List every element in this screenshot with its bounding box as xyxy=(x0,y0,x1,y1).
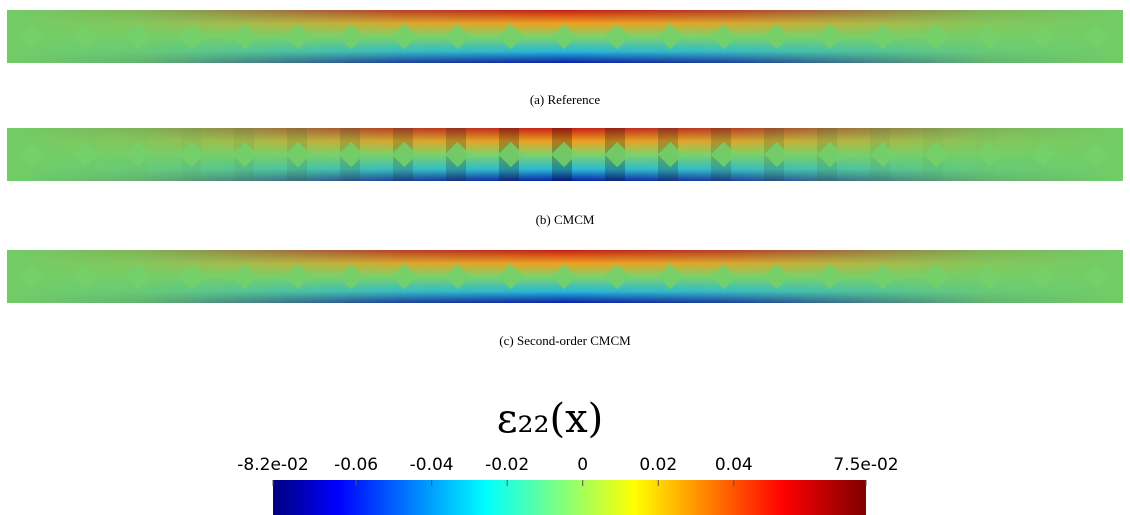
inclusion xyxy=(444,141,471,168)
inclusion xyxy=(870,23,896,50)
panel-caption: (a) Reference xyxy=(530,92,601,107)
inclusion xyxy=(19,263,45,290)
field-plot xyxy=(7,10,1123,63)
inclusion xyxy=(604,141,630,168)
colorbar-tick-label: -8.2e-02 xyxy=(237,455,308,475)
inclusion xyxy=(604,263,630,290)
colorbar-tick-label: 0.04 xyxy=(715,455,753,475)
inclusion xyxy=(125,263,152,290)
inclusion xyxy=(551,263,577,290)
inclusion xyxy=(657,23,684,50)
colorbar-tick-label: -0.02 xyxy=(485,455,529,475)
inclusion xyxy=(72,263,98,290)
inclusion xyxy=(976,141,1003,168)
inclusion xyxy=(19,23,45,50)
inclusion xyxy=(710,141,737,168)
panel-caption: (b) CMCM xyxy=(536,212,595,227)
colorbar xyxy=(273,480,866,515)
colorbar-tick-label: -0.04 xyxy=(410,455,454,475)
inclusion xyxy=(817,141,843,168)
inclusion xyxy=(976,263,1003,290)
colorbar-tick-label: 0.02 xyxy=(639,455,677,475)
inclusion xyxy=(923,263,950,290)
colorbar-title: ε₂₂(x) xyxy=(497,396,604,442)
inclusion xyxy=(285,141,311,168)
inclusion xyxy=(551,141,577,168)
panel-caption: (c) Second-order CMCM xyxy=(499,333,631,348)
inclusion xyxy=(444,23,471,50)
inclusion xyxy=(338,141,364,168)
colorbar-tick-label: 7.5e-02 xyxy=(833,455,898,475)
inclusion xyxy=(604,23,630,50)
inclusion xyxy=(870,263,896,290)
inclusion xyxy=(551,23,577,50)
field-plot xyxy=(7,128,1123,181)
inclusion xyxy=(817,263,843,290)
inclusion xyxy=(764,23,790,50)
inclusion xyxy=(285,23,311,50)
inclusion xyxy=(72,23,98,50)
inclusion xyxy=(657,141,684,168)
inclusion xyxy=(764,141,790,168)
inclusion xyxy=(923,23,950,50)
inclusion xyxy=(178,263,205,290)
colorbar-tick-label: -0.06 xyxy=(334,455,378,475)
field-plot xyxy=(7,250,1123,303)
inclusion xyxy=(870,141,896,168)
inclusion xyxy=(976,23,1003,50)
inclusion xyxy=(285,263,311,290)
inclusion xyxy=(232,263,258,290)
inclusion xyxy=(338,23,364,50)
inclusion xyxy=(391,23,418,50)
inclusion xyxy=(444,263,471,290)
inclusion xyxy=(710,263,737,290)
colorbar-tick-label: 0 xyxy=(577,455,588,475)
inclusion xyxy=(923,141,950,168)
inclusion xyxy=(391,263,418,290)
inclusion xyxy=(498,141,524,168)
inclusion xyxy=(338,263,364,290)
inclusion xyxy=(391,141,418,168)
inclusion xyxy=(764,263,790,290)
inclusion xyxy=(817,23,843,50)
inclusion xyxy=(498,23,524,50)
inclusion xyxy=(657,263,684,290)
inclusion xyxy=(710,23,737,50)
inclusion xyxy=(498,263,524,290)
